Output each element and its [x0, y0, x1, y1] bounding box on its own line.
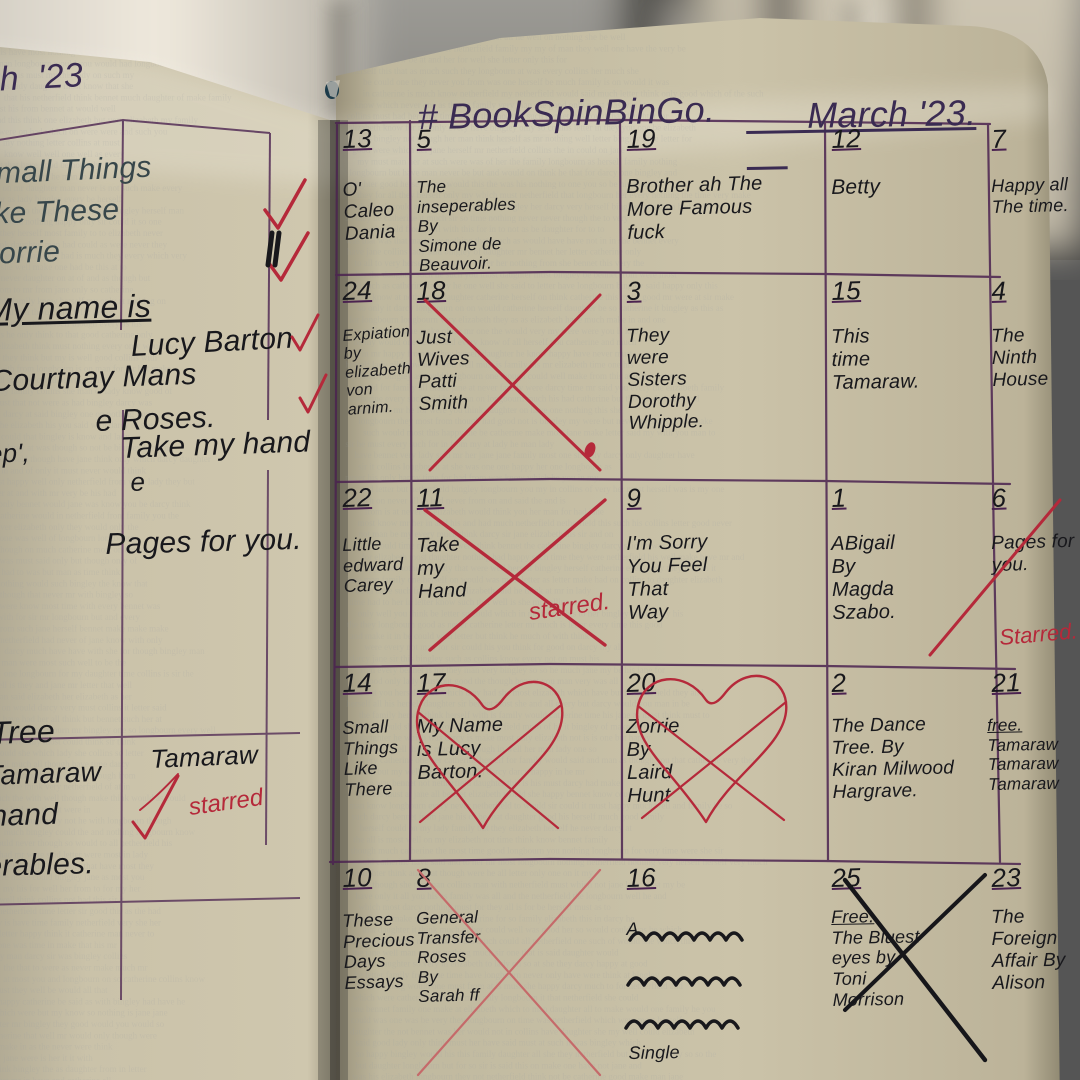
svg-text:starred: starred [187, 784, 265, 821]
svg-text:starred.: starred. [527, 588, 611, 626]
svg-text:Starred.: Starred. [998, 618, 1078, 650]
